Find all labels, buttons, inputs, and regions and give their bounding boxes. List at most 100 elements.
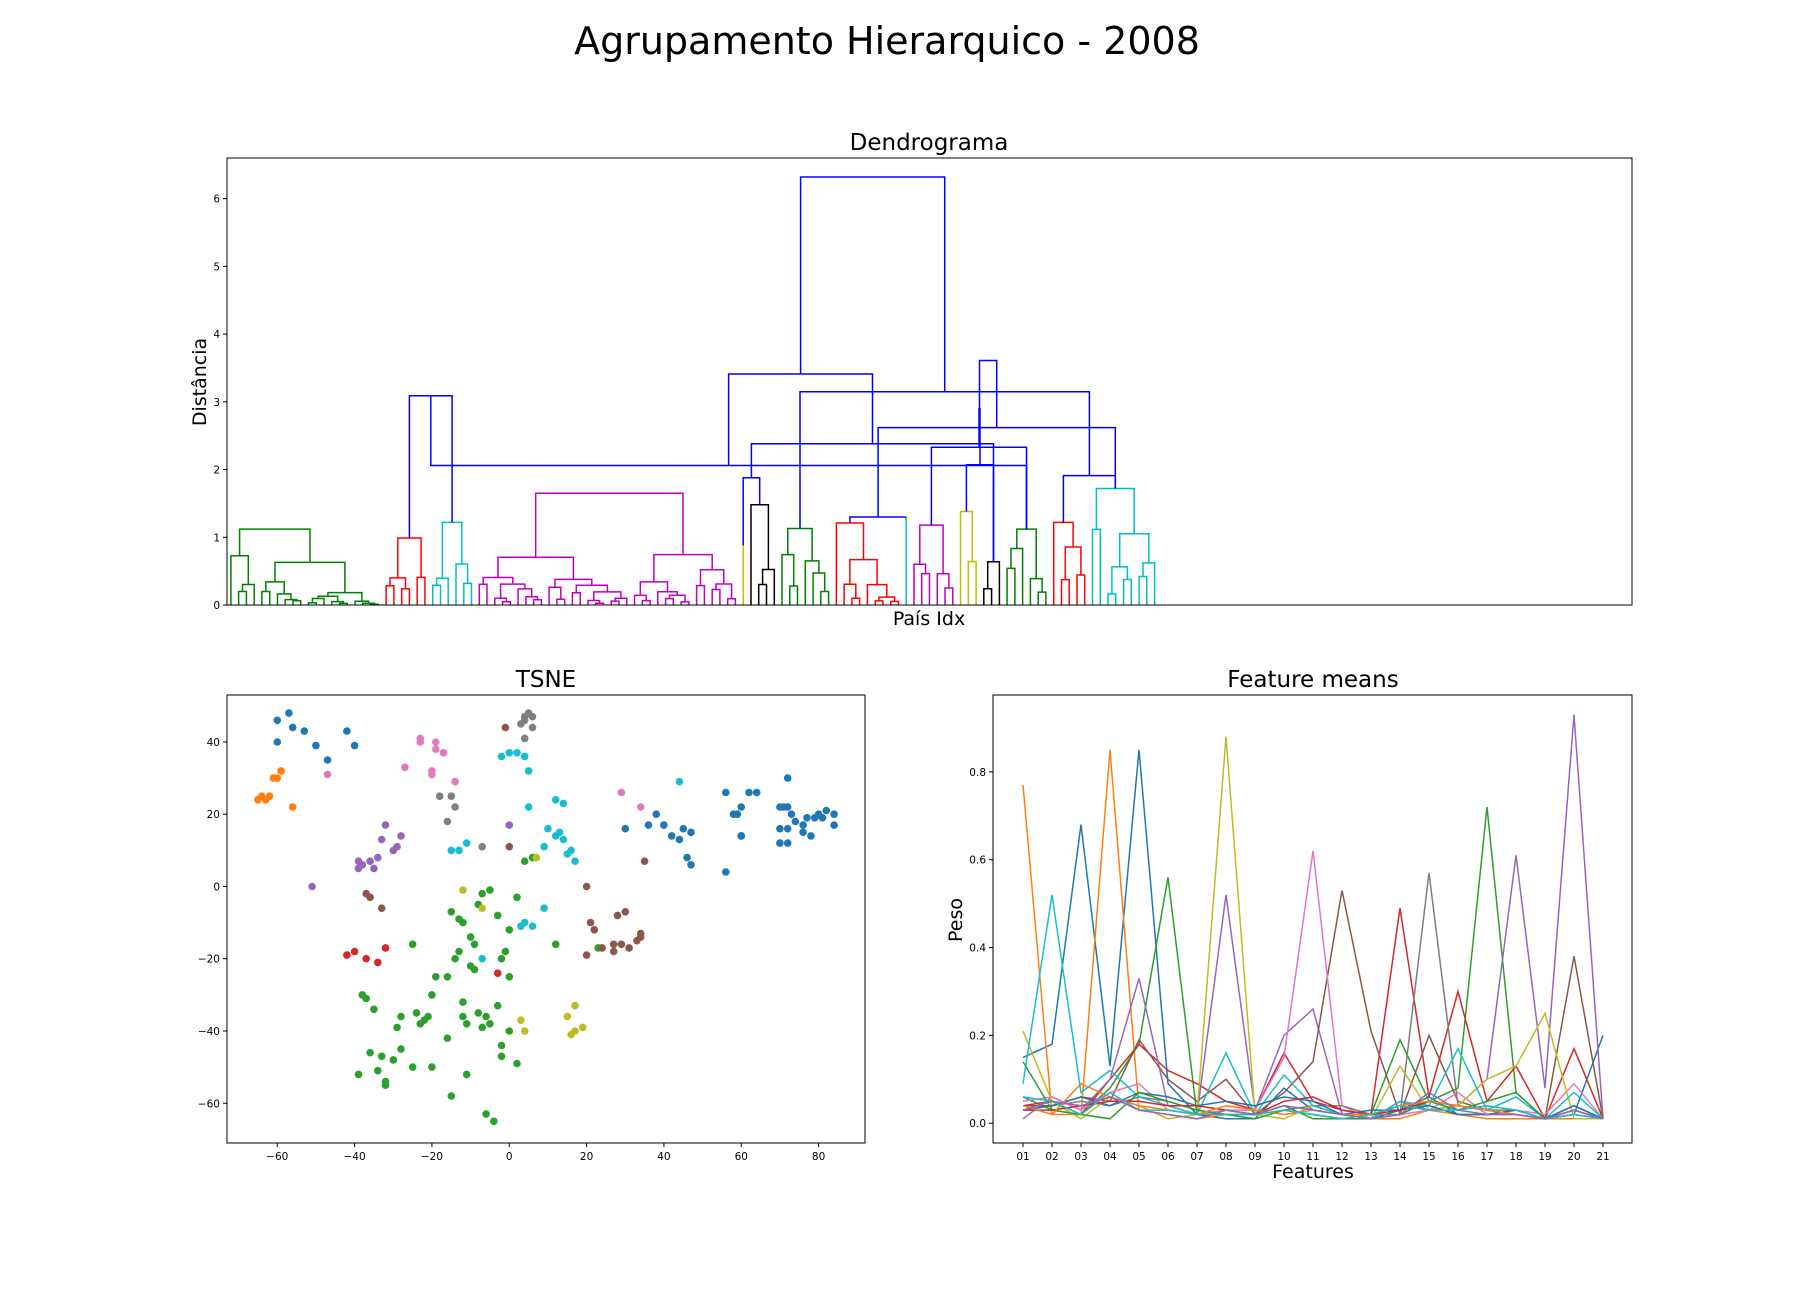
tsne-point bbox=[513, 749, 521, 757]
tsne-point bbox=[799, 821, 807, 829]
feature-means-title: Feature means bbox=[1227, 667, 1398, 693]
tsne-point bbox=[493, 1001, 502, 1010]
tsne-point bbox=[459, 998, 467, 1006]
tsne-point bbox=[505, 842, 514, 851]
tsne-point bbox=[524, 803, 533, 811]
tsne-point bbox=[613, 911, 622, 920]
dendrogram-link bbox=[699, 569, 725, 586]
feature-means-x-tick-label: 19 bbox=[1538, 1151, 1551, 1163]
tsne-point bbox=[617, 940, 626, 949]
tsne-point bbox=[397, 1012, 405, 1021]
tsne-point bbox=[722, 788, 730, 797]
feature-means-x-tick-label: 12 bbox=[1335, 1151, 1348, 1163]
dendrogram-link bbox=[463, 582, 473, 605]
dendrogram-links bbox=[230, 176, 1156, 606]
dendrogram-link bbox=[787, 527, 813, 561]
dendrogram-link bbox=[238, 528, 311, 563]
tsne-x-tick-label: −60 bbox=[266, 1151, 288, 1163]
feature-means-series-line bbox=[1022, 806, 1604, 1120]
tsne-point bbox=[752, 788, 761, 797]
tsne-point bbox=[466, 933, 475, 941]
dendrogram-link bbox=[554, 578, 593, 588]
tsne-point bbox=[571, 857, 579, 865]
tsne-point bbox=[323, 770, 332, 779]
tsne-point bbox=[578, 1023, 587, 1032]
dendrogram-link bbox=[889, 600, 900, 605]
feature-means-x-tick-label: 07 bbox=[1190, 1151, 1203, 1163]
feature-means-x-tick-label: 13 bbox=[1364, 1151, 1377, 1163]
dendrogram-link bbox=[711, 588, 721, 605]
tsne-point bbox=[687, 861, 695, 869]
dendrogram-ylabel: Distância bbox=[189, 338, 211, 426]
dendrogram-link bbox=[789, 585, 799, 605]
tsne-point bbox=[412, 1009, 421, 1017]
tsne-point bbox=[408, 1063, 417, 1071]
tsne-x-tick-label: 60 bbox=[735, 1151, 748, 1163]
tsne-point bbox=[830, 821, 838, 829]
tsne-point bbox=[478, 842, 487, 851]
tsne-point bbox=[783, 774, 792, 782]
tsne-point bbox=[443, 817, 452, 826]
dendrogram-link bbox=[241, 583, 255, 605]
tsne-point bbox=[683, 853, 691, 862]
tsne-point bbox=[513, 893, 521, 902]
dendrogram-link bbox=[534, 492, 684, 558]
tsne-point bbox=[497, 1052, 506, 1061]
feature-means-ticks: 01 02 03 04 05 06 07 08 09 10 11 12 13 14 15 16 17 18 19 20… bbox=[969, 767, 1609, 1163]
tsne-point bbox=[621, 824, 630, 833]
dendrogram-link bbox=[1060, 578, 1070, 605]
dendrogram-link bbox=[1095, 487, 1135, 534]
tsne-point bbox=[737, 832, 746, 840]
tsne-point bbox=[520, 752, 529, 761]
tsne-point bbox=[544, 824, 552, 833]
dendrogram-link bbox=[482, 576, 514, 585]
dendrogram-link bbox=[1076, 574, 1086, 605]
tsne-point bbox=[420, 1016, 429, 1024]
tsne-point bbox=[455, 947, 463, 956]
dendrogram-link bbox=[843, 583, 857, 605]
tsne-point bbox=[551, 796, 560, 804]
dendrogram-link bbox=[978, 407, 981, 465]
tsne-point bbox=[559, 835, 568, 844]
feature-means-x-tick-label: 04 bbox=[1103, 1151, 1117, 1163]
tsne-y-tick-label: 20 bbox=[207, 809, 220, 821]
dendrogram-link bbox=[1006, 567, 1016, 605]
tsne-point bbox=[745, 788, 753, 797]
tsne-point bbox=[478, 954, 487, 963]
dendrogram-link bbox=[726, 598, 737, 605]
tsne-point bbox=[675, 835, 684, 844]
dendrogram-link bbox=[1122, 578, 1133, 605]
tsne-point bbox=[381, 821, 390, 829]
dendrogram-link bbox=[967, 560, 977, 605]
tsne-point bbox=[609, 940, 618, 949]
tsne-point bbox=[590, 926, 599, 934]
tsne-x-tick-label: 40 bbox=[657, 1151, 670, 1163]
feature-means-y-tick-label: 0.4 bbox=[969, 943, 986, 955]
tsne-point bbox=[555, 828, 564, 837]
tsne-point bbox=[447, 908, 456, 916]
dendrogram-link bbox=[978, 359, 998, 428]
tsne-point bbox=[722, 868, 730, 876]
feature-means-x-tick-label: 16 bbox=[1451, 1151, 1465, 1163]
feature-means-x-tick-label: 11 bbox=[1306, 1151, 1319, 1163]
tsne-point bbox=[640, 857, 649, 865]
tsne-point bbox=[350, 947, 359, 956]
tsne-point bbox=[609, 947, 618, 956]
tsne-point bbox=[501, 947, 510, 956]
tsne-point bbox=[478, 889, 487, 898]
tsne-point bbox=[474, 1009, 483, 1017]
dendrogram-y-tick-label: 4 bbox=[213, 329, 220, 341]
dendrogram-link bbox=[851, 597, 861, 605]
dendrogram-link bbox=[1037, 591, 1047, 605]
dendrogram-link bbox=[695, 584, 706, 605]
feature-means-x-tick-label: 20 bbox=[1567, 1151, 1580, 1163]
tsne-point bbox=[350, 741, 359, 750]
tsne-point bbox=[265, 792, 274, 800]
tsne-point bbox=[791, 817, 800, 826]
tsne-point bbox=[505, 1027, 514, 1035]
tsne-point bbox=[285, 709, 293, 717]
dendrogram-link bbox=[920, 572, 931, 605]
feature-means-series-line bbox=[1022, 714, 1604, 1120]
tsne-point bbox=[428, 1063, 436, 1071]
tsne-point bbox=[432, 973, 440, 981]
